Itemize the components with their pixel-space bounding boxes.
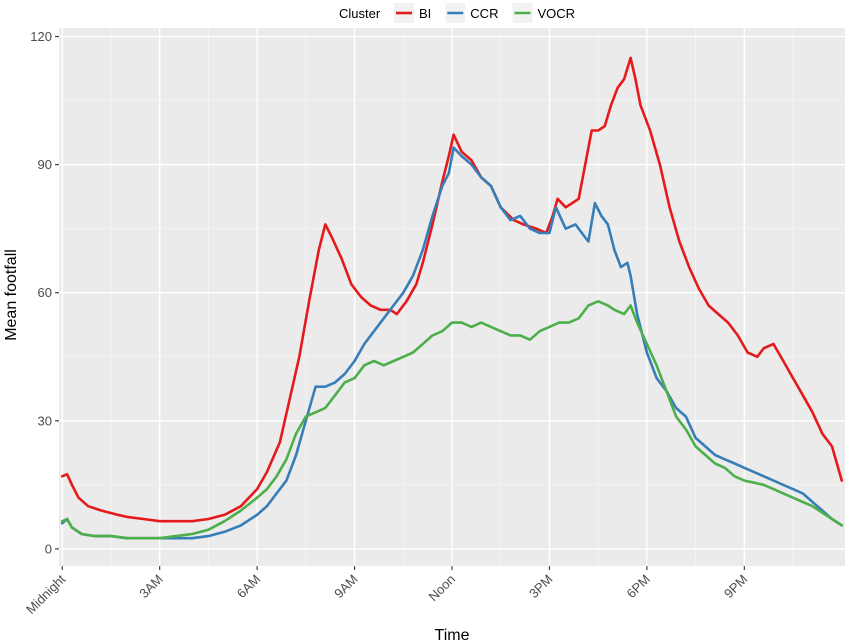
series-lines — [60, 56, 844, 540]
legend-label-bi: BI — [419, 6, 431, 21]
x-tick-label: 9AM — [331, 572, 361, 602]
legend-label-vocr: VOCR — [537, 6, 575, 21]
y-axis: 0 30 60 90 120 — [30, 29, 59, 556]
x-tick-label: 6AM — [234, 572, 264, 602]
x-axis-title: Time — [435, 627, 470, 644]
x-tick-label: 6PM — [623, 572, 653, 602]
legend: Cluster BI CCR VOCR — [339, 3, 575, 23]
x-axis: Midnight 3AM 6AM 9AM Noon 3PM 6PM 9PM — [23, 566, 750, 617]
y-tick-label: 120 — [30, 29, 52, 44]
legend-title: Cluster — [339, 6, 381, 21]
y-tick-label: 90 — [38, 157, 52, 172]
major-gridlines — [59, 28, 845, 566]
y-tick-label: 60 — [38, 285, 52, 300]
x-tick-label: 3PM — [526, 572, 556, 602]
x-tick-label: Noon — [426, 572, 459, 605]
x-tick-label: 3AM — [136, 572, 166, 602]
x-tick-label: 9PM — [721, 572, 751, 602]
series-line-vocr — [60, 300, 844, 540]
x-tick-label: Midnight — [23, 571, 69, 617]
y-tick-label: 0 — [45, 541, 52, 556]
y-axis-title: Mean footfall — [3, 249, 20, 341]
legend-label-ccr: CCR — [470, 6, 498, 21]
series-line-ccr — [60, 146, 844, 540]
y-tick-label: 30 — [38, 413, 52, 428]
